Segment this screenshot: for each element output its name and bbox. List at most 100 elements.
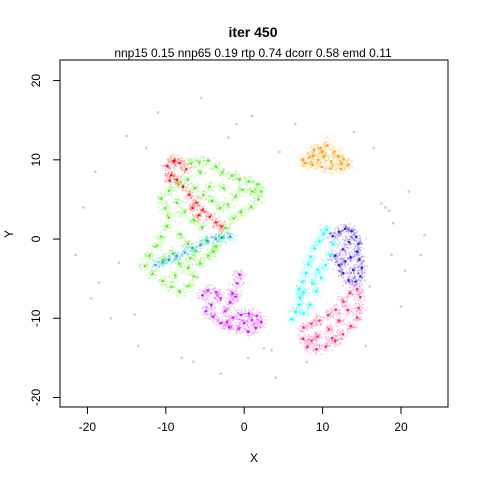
data-point-density [210, 160, 213, 163]
data-point-density [324, 222, 327, 225]
data-point-density [213, 290, 216, 292]
data-point-density [159, 236, 162, 238]
data-point-density [222, 296, 225, 299]
data-point-density [309, 269, 312, 272]
data-point-density [325, 136, 328, 139]
data-point-density [167, 159, 169, 162]
data-point-density [339, 167, 342, 169]
data-point-density [285, 317, 288, 320]
data-point-density [300, 157, 302, 160]
data-point-density [161, 236, 164, 239]
data-point-density [227, 319, 230, 322]
data-point-density [215, 204, 218, 207]
data-point-density [182, 270, 185, 273]
data-point-density [202, 228, 204, 231]
data-point-density [148, 259, 150, 262]
data-point-density [231, 222, 234, 225]
data-point-density [224, 197, 227, 200]
data-point-density [155, 267, 158, 270]
data-point-density [224, 173, 226, 175]
data-point-density [147, 253, 150, 256]
data-point-density [201, 314, 204, 317]
data-point-density [289, 317, 292, 320]
data-point-density [207, 225, 209, 228]
data-point-density [321, 154, 323, 157]
data-point-density [306, 288, 308, 291]
data-point-density [158, 254, 161, 257]
data-point-density [326, 230, 329, 233]
data-point-density [211, 167, 213, 170]
data-point-density [338, 239, 340, 242]
data-point-density [228, 303, 231, 306]
data-point-density [257, 312, 260, 314]
data-point [301, 158, 305, 162]
data-point-density [196, 242, 199, 244]
data-point-density [330, 173, 333, 176]
data-point-density [244, 187, 247, 190]
data-point-density [260, 202, 263, 205]
data-point-density [297, 291, 299, 293]
data-point-density [230, 293, 233, 295]
data-point-density [188, 166, 190, 169]
data-point-density [210, 196, 213, 199]
data-point-density [196, 155, 199, 158]
data-point-density [332, 241, 335, 244]
data-point-density [183, 294, 186, 297]
data-point-density [206, 185, 209, 187]
data-point-density [188, 257, 191, 260]
data-point-density [308, 298, 311, 301]
data-point-density [332, 163, 334, 165]
data-point-density [336, 162, 339, 165]
data-point-density [327, 155, 330, 157]
data-point-density [259, 182, 262, 184]
data-point-density [338, 163, 341, 166]
data-point-density [248, 309, 250, 312]
data-point-density [234, 212, 236, 215]
data-point [308, 156, 311, 159]
data-point-density [252, 183, 255, 186]
data-point-density [327, 238, 330, 241]
data-point-density [302, 313, 305, 316]
data-point-density [218, 207, 221, 210]
data-point-density [237, 300, 239, 303]
data-point-density [331, 163, 334, 166]
data-point-density [316, 168, 318, 170]
data-point-density [304, 277, 307, 280]
data-point-density [156, 243, 159, 246]
data-point-density [228, 299, 231, 302]
data-point [339, 168, 342, 171]
data-point-density [339, 159, 341, 162]
data-point-density [169, 168, 171, 171]
data-point-density [191, 165, 193, 168]
data-point-density [188, 250, 191, 253]
data-point-density [344, 164, 347, 167]
data-point-density [194, 257, 197, 259]
data-point-density [177, 198, 180, 201]
data-point-density [244, 208, 247, 210]
data-point-density [332, 155, 335, 158]
data-point-density [222, 312, 225, 314]
data-point-density [184, 179, 186, 182]
data-point-density [214, 311, 217, 313]
data-point-density [141, 259, 144, 262]
data-point-density [210, 284, 213, 287]
data-point-density [221, 168, 224, 171]
data-point-density [301, 268, 304, 270]
data-point-density [318, 159, 321, 162]
data-point-density [314, 273, 317, 276]
data-point-density [169, 260, 172, 262]
data-point-density [213, 200, 216, 203]
data-point-density [195, 263, 198, 266]
data-point-density [179, 167, 182, 169]
data-point-density [308, 155, 311, 158]
data-point-density [336, 150, 339, 153]
data-point-density [308, 164, 310, 167]
data-point-density [337, 157, 340, 160]
data-point-density [309, 167, 311, 169]
data-point-density [341, 169, 343, 172]
data-point-density [244, 321, 246, 323]
data-point-density [183, 214, 185, 217]
data-point-density [196, 208, 199, 211]
data-point-density [238, 277, 241, 279]
data-point-density [330, 165, 333, 168]
